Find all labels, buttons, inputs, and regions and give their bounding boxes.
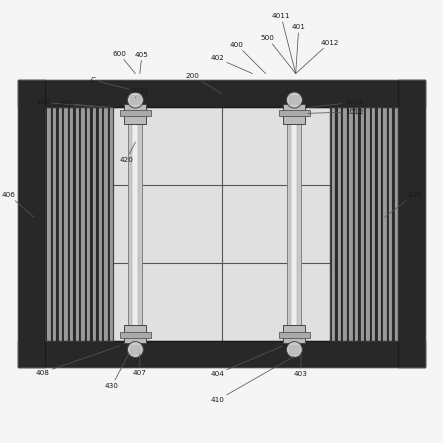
Bar [349, 107, 353, 341]
Bar [99, 107, 102, 341]
Bar [93, 107, 96, 341]
Bar [361, 107, 364, 341]
Circle shape [287, 92, 302, 108]
Bar [395, 107, 398, 341]
Bar [341, 107, 343, 341]
Bar [62, 107, 64, 341]
Text: 500: 500 [261, 35, 295, 74]
Bar [47, 107, 51, 341]
Bar [387, 107, 389, 341]
Bar [364, 107, 366, 341]
Bar [279, 332, 310, 338]
Bar [384, 107, 387, 341]
Bar [58, 107, 62, 341]
Bar [355, 107, 358, 341]
Bar [288, 107, 301, 341]
Bar [132, 107, 139, 341]
Bar [347, 107, 349, 341]
Bar [279, 110, 310, 116]
Bar [378, 107, 381, 341]
Text: 403: 403 [294, 354, 308, 377]
Bar [369, 107, 372, 341]
Bar [102, 107, 104, 341]
Bar [45, 107, 47, 341]
Bar [113, 107, 330, 341]
Text: C: C [91, 77, 129, 89]
Bar [358, 107, 361, 341]
Bar [68, 107, 70, 341]
Bar [51, 107, 53, 341]
Text: 420: 420 [120, 142, 136, 163]
Bar [96, 107, 99, 341]
Bar [398, 80, 425, 367]
Text: 405: 405 [135, 51, 149, 74]
Text: 402: 402 [210, 55, 253, 74]
Bar [375, 107, 378, 341]
Text: 406: 406 [2, 192, 34, 217]
Bar [120, 110, 151, 116]
Bar [90, 107, 93, 341]
Bar [124, 325, 147, 343]
Text: 600: 600 [112, 51, 136, 74]
Text: 4012: 4012 [295, 39, 339, 74]
Bar [124, 105, 147, 124]
Bar [79, 107, 82, 341]
Bar [76, 107, 79, 341]
Text: 4011: 4011 [272, 13, 295, 74]
Bar [53, 107, 56, 341]
Bar [392, 107, 395, 341]
Text: 404: 404 [210, 346, 283, 377]
Circle shape [128, 342, 144, 358]
Text: 100: 100 [385, 192, 420, 217]
Bar [381, 107, 384, 341]
Bar [335, 107, 338, 341]
Bar [113, 107, 330, 341]
Bar [110, 107, 113, 341]
Bar [366, 107, 369, 341]
Bar [87, 107, 90, 341]
Text: 102: 102 [36, 99, 93, 107]
Text: 410: 410 [210, 356, 294, 404]
Bar [70, 107, 74, 341]
Bar [389, 107, 392, 341]
Bar [18, 80, 425, 367]
Text: 200: 200 [186, 73, 222, 93]
Text: 430: 430 [105, 354, 129, 389]
Bar [104, 107, 108, 341]
Bar [343, 107, 347, 341]
Bar [332, 107, 335, 341]
Bar [120, 332, 151, 338]
Bar [108, 107, 110, 341]
Bar [56, 107, 58, 341]
Bar [128, 107, 143, 341]
Bar [18, 341, 425, 367]
Text: 1011: 1011 [307, 99, 363, 108]
Bar [18, 80, 45, 367]
Text: 401: 401 [292, 24, 306, 74]
Circle shape [287, 342, 302, 358]
Bar [18, 80, 425, 107]
Text: 407: 407 [133, 354, 147, 376]
Bar [291, 107, 297, 341]
Text: 1012: 1012 [307, 109, 363, 115]
Circle shape [128, 92, 144, 108]
Bar [353, 107, 355, 341]
Bar [45, 107, 113, 341]
Bar [85, 107, 87, 341]
Text: 400: 400 [230, 42, 266, 74]
Text: 408: 408 [36, 346, 119, 376]
Bar [330, 107, 332, 341]
Bar [284, 105, 305, 124]
Bar [372, 107, 375, 341]
Bar [74, 107, 76, 341]
Text: 101: 101 [58, 101, 113, 108]
Bar [330, 107, 398, 341]
Bar [64, 107, 68, 341]
Bar [82, 107, 85, 341]
Text: 1021: 1021 [131, 88, 149, 98]
Bar [284, 325, 305, 343]
Bar [338, 107, 341, 341]
